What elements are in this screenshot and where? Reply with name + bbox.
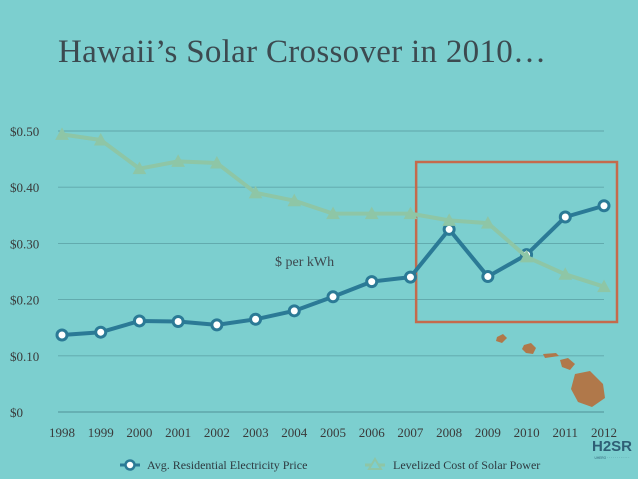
data-point-triangle — [403, 206, 418, 220]
x-tick-label: 2007 — [397, 425, 424, 440]
x-tick-label: 2000 — [126, 425, 152, 440]
series-residential-price — [55, 199, 611, 342]
data-point-triangle — [326, 206, 340, 220]
data-point-triangle — [364, 206, 379, 220]
data-point-circle — [326, 290, 340, 304]
hawaii-islands-map-icon — [496, 334, 605, 407]
data-point-triangle — [210, 155, 224, 169]
data-point-circle — [249, 312, 263, 326]
data-point-circle — [171, 315, 185, 329]
data-point-circle — [210, 318, 224, 332]
data-point-triangle — [519, 249, 534, 263]
data-point-triangle — [597, 279, 611, 293]
x-axis-ticks: 1998 1999 2000 2001 2002 2003 2004 2005 2006 2007… — [49, 425, 617, 440]
y-tick-label: $0 — [10, 405, 23, 420]
data-point-circle — [132, 314, 146, 328]
y-tick-label: $0.40 — [10, 180, 39, 195]
x-tick-label: 2001 — [165, 425, 191, 440]
data-point-circle — [94, 325, 108, 339]
data-point-triangle — [442, 213, 456, 226]
legend-item-solar: Levelized Cost of Solar Power — [365, 457, 540, 472]
legend: Avg. Residential Electricity Price Level… — [120, 457, 540, 472]
data-point-circle — [55, 328, 69, 342]
x-tick-label: 1999 — [88, 425, 114, 440]
data-point-circle — [597, 199, 611, 213]
x-tick-label: 2005 — [320, 425, 346, 440]
data-point-triangle — [248, 185, 263, 199]
big-island-icon — [571, 371, 605, 407]
data-point-circle — [287, 304, 301, 318]
maui-island-icon — [560, 358, 575, 370]
legend-triangle-marker — [367, 457, 383, 470]
x-tick-label: 2011 — [553, 425, 579, 440]
legend-label-solar: Levelized Cost of Solar Power — [393, 458, 540, 472]
data-point-triangle — [93, 132, 108, 146]
unit-annotation: $ per kWh — [275, 255, 334, 270]
crossover-highlight-box — [414, 160, 619, 324]
y-tick-label: $0.20 — [10, 293, 39, 308]
x-tick-label: 2012 — [591, 425, 617, 440]
x-tick-label: 2008 — [436, 425, 462, 440]
x-tick-label: 2004 — [281, 425, 308, 440]
uhero-logo-subtext: UHERO · · · · · · · · · · · · — [594, 456, 630, 460]
data-point-circle — [481, 270, 495, 284]
x-tick-label: 2010 — [514, 425, 540, 440]
data-point-triangle — [55, 127, 69, 140]
data-point-triangle — [481, 216, 495, 229]
x-tick-label: 2009 — [475, 425, 501, 440]
kauai-island-icon — [496, 334, 507, 343]
data-point-triangle — [287, 193, 302, 207]
molokai-island-icon — [543, 353, 559, 358]
slide-title: Hawaii’s Solar Crossover in 2010… — [58, 34, 547, 70]
data-point-triangle — [132, 161, 147, 175]
y-tick-label: $0.50 — [10, 124, 39, 139]
data-point-circle — [403, 270, 417, 284]
x-tick-label: 2002 — [204, 425, 230, 440]
oahu-island-icon — [522, 343, 536, 354]
data-point-triangle — [558, 267, 573, 280]
data-point-circle — [558, 210, 572, 224]
y-axis-ticks: $0 $0.10 $0.20 $0.30 $0.40 $0.50 — [10, 124, 39, 420]
legend-circle-marker — [124, 459, 136, 471]
y-tick-label: $0.10 — [10, 349, 39, 364]
x-tick-label: 2003 — [243, 425, 269, 440]
legend-label-residential: Avg. Residential Electricity Price — [147, 458, 307, 472]
series-line — [61, 203, 605, 338]
uhero-logo: H2SR UHERO · · · · · · · · · · · · — [591, 438, 633, 476]
legend-item-residential: Avg. Residential Electricity Price — [120, 458, 307, 472]
data-point-circle — [365, 275, 379, 289]
y-tick-label: $0.30 — [10, 236, 39, 251]
uhero-logo-mark: H2SR — [591, 438, 632, 455]
x-tick-label: 2006 — [359, 425, 386, 440]
series-solar-cost — [55, 127, 611, 293]
data-point-triangle — [171, 154, 185, 167]
x-tick-label: 1998 — [49, 425, 75, 440]
